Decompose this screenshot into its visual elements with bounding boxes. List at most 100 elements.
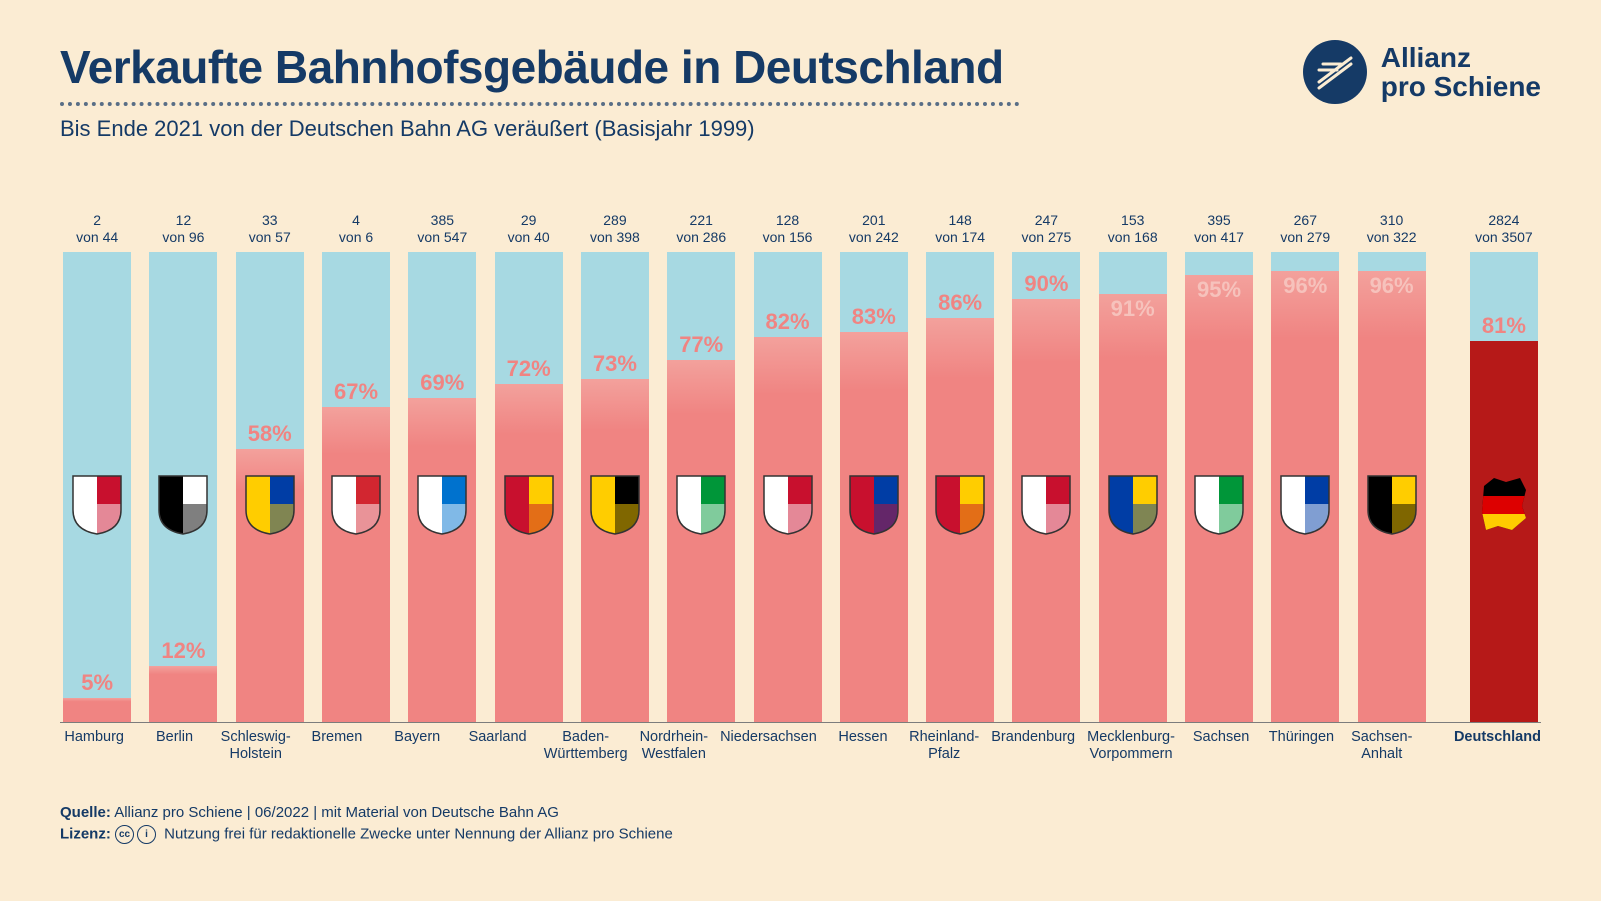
- x-axis-label: Bremen: [303, 729, 371, 762]
- chart-area: 2 von 445% 12 von 9612% 33 von 5758%: [60, 182, 1541, 762]
- bar-berlin: 12 von 9612%: [146, 182, 220, 722]
- bar-fill: [63, 698, 131, 722]
- brand-logo: Allianz pro Schiene: [1303, 40, 1541, 104]
- header: Verkaufte Bahnhofsgebäude in Deutschland…: [60, 40, 1541, 142]
- bar-top-label: 247 von 275: [1022, 212, 1072, 246]
- bar-top-label: 395 von 417: [1194, 212, 1244, 246]
- state-crest-icon: [1277, 472, 1333, 536]
- x-axis-labels: HamburgBerlinSchleswig- HolsteinBremenBa…: [60, 729, 1541, 762]
- total-count: von 57: [249, 229, 291, 246]
- x-axis-label: Brandenburg: [991, 729, 1075, 762]
- page-title: Verkaufte Bahnhofsgebäude in Deutschland: [60, 40, 1020, 94]
- pct-label: 90%: [1012, 271, 1080, 297]
- sold-count: 33: [249, 212, 291, 229]
- x-axis-label: Deutschland: [1454, 729, 1541, 762]
- state-crest-icon: [242, 472, 298, 536]
- bar-top-label: 2824 von 3507: [1475, 212, 1533, 246]
- bar-top-label: 267 von 279: [1280, 212, 1330, 246]
- total-count: von 96: [162, 229, 204, 246]
- x-axis-label: Rheinland- Pfalz: [909, 729, 979, 762]
- bar-top-label: 2 von 44: [76, 212, 118, 246]
- bar-outer: 86%: [926, 252, 994, 722]
- x-axis-label: Berlin: [140, 729, 208, 762]
- bar-outer: 77%: [667, 252, 735, 722]
- bar-outer: 96%: [1358, 252, 1426, 722]
- sold-count: 247: [1022, 212, 1072, 229]
- x-axis-label: Nordrhein- Westfalen: [640, 729, 709, 762]
- state-crest-icon: [414, 472, 470, 536]
- state-crest-icon: [1191, 472, 1247, 536]
- x-axis-label: Baden- Württemberg: [544, 729, 628, 762]
- bar-outer: 81%: [1470, 252, 1538, 722]
- pct-label: 5%: [63, 670, 131, 696]
- bar-top-label: 4 von 6: [339, 212, 373, 246]
- state-crest-icon: [1105, 472, 1161, 536]
- total-count: von 322: [1367, 229, 1417, 246]
- bar-top-label: 201 von 242: [849, 212, 899, 246]
- state-crest-icon: [932, 472, 988, 536]
- sold-count: 2: [76, 212, 118, 229]
- total-count: von 279: [1280, 229, 1330, 246]
- sold-count: 2824: [1475, 212, 1533, 229]
- total-count: von 547: [417, 229, 467, 246]
- x-axis-label: Niedersachsen: [720, 729, 817, 762]
- bar-bremen: 4 von 667%: [319, 182, 393, 722]
- state-crest-icon: [760, 472, 816, 536]
- x-axis-label: Schleswig- Holstein: [221, 729, 291, 762]
- total-count: von 168: [1108, 229, 1158, 246]
- total-count: von 242: [849, 229, 899, 246]
- bar-schleswig-holstein: 33 von 57 58%: [233, 182, 307, 722]
- state-crest-icon: [501, 472, 557, 536]
- x-axis-label: Sachsen: [1187, 729, 1255, 762]
- bar-th-ringen: 267 von 27996%: [1268, 182, 1342, 722]
- total-count: von 417: [1194, 229, 1244, 246]
- total-count: von 286: [676, 229, 726, 246]
- pct-label: 81%: [1470, 313, 1538, 339]
- pct-label: 82%: [754, 309, 822, 335]
- sold-count: 201: [849, 212, 899, 229]
- bar-rheinland-pfalz: 148 von 174 86%: [923, 182, 997, 722]
- bar-bayern: 385 von 547 69%: [405, 182, 479, 722]
- bar-outer: 12%: [149, 252, 217, 722]
- pct-label: 58%: [236, 421, 304, 447]
- bar-hamburg: 2 von 44 5%: [60, 182, 134, 722]
- bar-nordrhein-westfalen: 221 von 286 77%: [664, 182, 738, 722]
- footer-license: Lizenz: cci Nutzung frei für redaktionel…: [60, 825, 1541, 844]
- dotted-divider: [60, 102, 1020, 106]
- bar-outer: 95%: [1185, 252, 1253, 722]
- bar-top-label: 289 von 398: [590, 212, 640, 246]
- brand-logo-text: Allianz pro Schiene: [1381, 43, 1541, 102]
- footer-source-prefix: Quelle:: [60, 804, 111, 821]
- state-crest-icon: [673, 472, 729, 536]
- bar-top-label: 148 von 174: [935, 212, 985, 246]
- pct-label: 77%: [667, 332, 735, 358]
- state-crest-icon: [155, 472, 211, 536]
- pct-label: 12%: [149, 638, 217, 664]
- bar-top-label: 385 von 547: [417, 212, 467, 246]
- sold-count: 221: [676, 212, 726, 229]
- x-axis-label: Hessen: [829, 729, 897, 762]
- sold-count: 395: [1194, 212, 1244, 229]
- bar-fill: [149, 666, 217, 722]
- pct-label: 83%: [840, 304, 908, 330]
- infographic-page: Verkaufte Bahnhofsgebäude in Deutschland…: [0, 0, 1601, 901]
- bar-outer: 90%: [1012, 252, 1080, 722]
- x-axis-label: Bayern: [383, 729, 451, 762]
- total-count: von 398: [590, 229, 640, 246]
- state-crest-icon: [69, 472, 125, 536]
- total-count: von 156: [763, 229, 813, 246]
- footer-license-prefix: Lizenz:: [60, 826, 111, 843]
- total-count: von 275: [1022, 229, 1072, 246]
- bar-top-label: 128 von 156: [763, 212, 813, 246]
- page-subtitle: Bis Ende 2021 von der Deutschen Bahn AG …: [60, 116, 1020, 142]
- bar-outer: 69%: [408, 252, 476, 722]
- bar-outer: 5%: [63, 252, 131, 722]
- x-axis-label: Sachsen- Anhalt: [1348, 729, 1416, 762]
- pct-label: 86%: [926, 290, 994, 316]
- sold-count: 4: [339, 212, 373, 229]
- bar-saarland: 29 von 4072%: [491, 182, 565, 722]
- bar-top-label: 33 von 57: [249, 212, 291, 246]
- bar-niedersachsen: 128 von 156 82%: [750, 182, 824, 722]
- bar-brandenburg: 247 von 275 90%: [1009, 182, 1083, 722]
- bar-fill: [667, 360, 735, 722]
